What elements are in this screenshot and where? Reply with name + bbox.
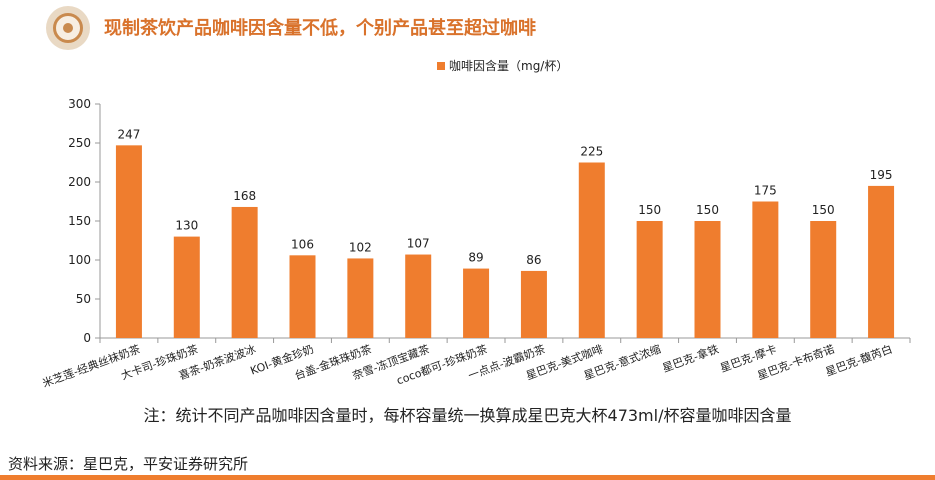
source-text: 资料来源：星巴克，平安证券研究所 [8, 455, 249, 473]
data-label: 150 [696, 203, 719, 217]
bar [347, 258, 374, 338]
data-label: 102 [349, 240, 372, 254]
logo-dot [63, 23, 73, 33]
category-label: 星巴克-馥芮白 [824, 342, 895, 379]
y-tick-label: 250 [68, 136, 91, 150]
data-label: 86 [526, 253, 541, 267]
data-label: 106 [291, 237, 314, 251]
category-label: 星巴克-拿铁 [660, 342, 720, 375]
y-tick-label: 150 [68, 214, 91, 228]
chart-bars [115, 145, 895, 338]
y-tick-label: 200 [68, 175, 91, 189]
chart-note: 注：统计不同产品咖啡因含量时，每杯容量统一换算成星巴克大杯473ml/杯容量咖啡… [143, 406, 792, 425]
bottom-rule [0, 475, 935, 480]
data-label: 195 [870, 168, 893, 182]
data-label: 150 [812, 203, 835, 217]
bar [289, 255, 316, 338]
data-label: 225 [580, 145, 603, 159]
data-label: 130 [175, 219, 198, 233]
data-label: 247 [117, 127, 140, 141]
bar [636, 221, 663, 338]
bar [173, 236, 200, 338]
bar [115, 145, 142, 338]
bar [752, 201, 779, 338]
data-label: 150 [638, 203, 661, 217]
y-tick-label: 300 [68, 97, 91, 111]
bar [578, 162, 605, 338]
y-tick-label: 100 [68, 253, 91, 267]
page-title: 现制茶饮产品咖啡因含量不低，个别产品甚至超过咖啡 [104, 18, 536, 39]
bar [694, 221, 721, 338]
bar [810, 221, 837, 338]
legend-swatch [437, 62, 445, 70]
bar [520, 270, 547, 338]
data-label: 107 [407, 237, 430, 251]
bar [405, 254, 432, 338]
category-label: 米芝莲-经典丝袜奶茶 [40, 342, 142, 390]
header: 现制茶饮产品咖啡因含量不低，个别产品甚至超过咖啡 [0, 0, 935, 60]
bar-chart: 咖啡因含量（mg/杯） 0 50 100 150 200 250 300 247 米芝莲-经典… [40, 58, 911, 390]
chart-legend: 咖啡因含量（mg/杯） [437, 58, 568, 73]
data-label: 89 [468, 251, 483, 265]
bar [231, 206, 258, 338]
y-tick-label: 50 [76, 292, 91, 306]
data-label: 175 [754, 184, 777, 198]
legend-label: 咖啡因含量（mg/杯） [449, 58, 568, 73]
bar [868, 185, 895, 338]
y-tick-label: 0 [83, 331, 91, 345]
data-label: 168 [233, 189, 256, 203]
bar [463, 268, 490, 338]
